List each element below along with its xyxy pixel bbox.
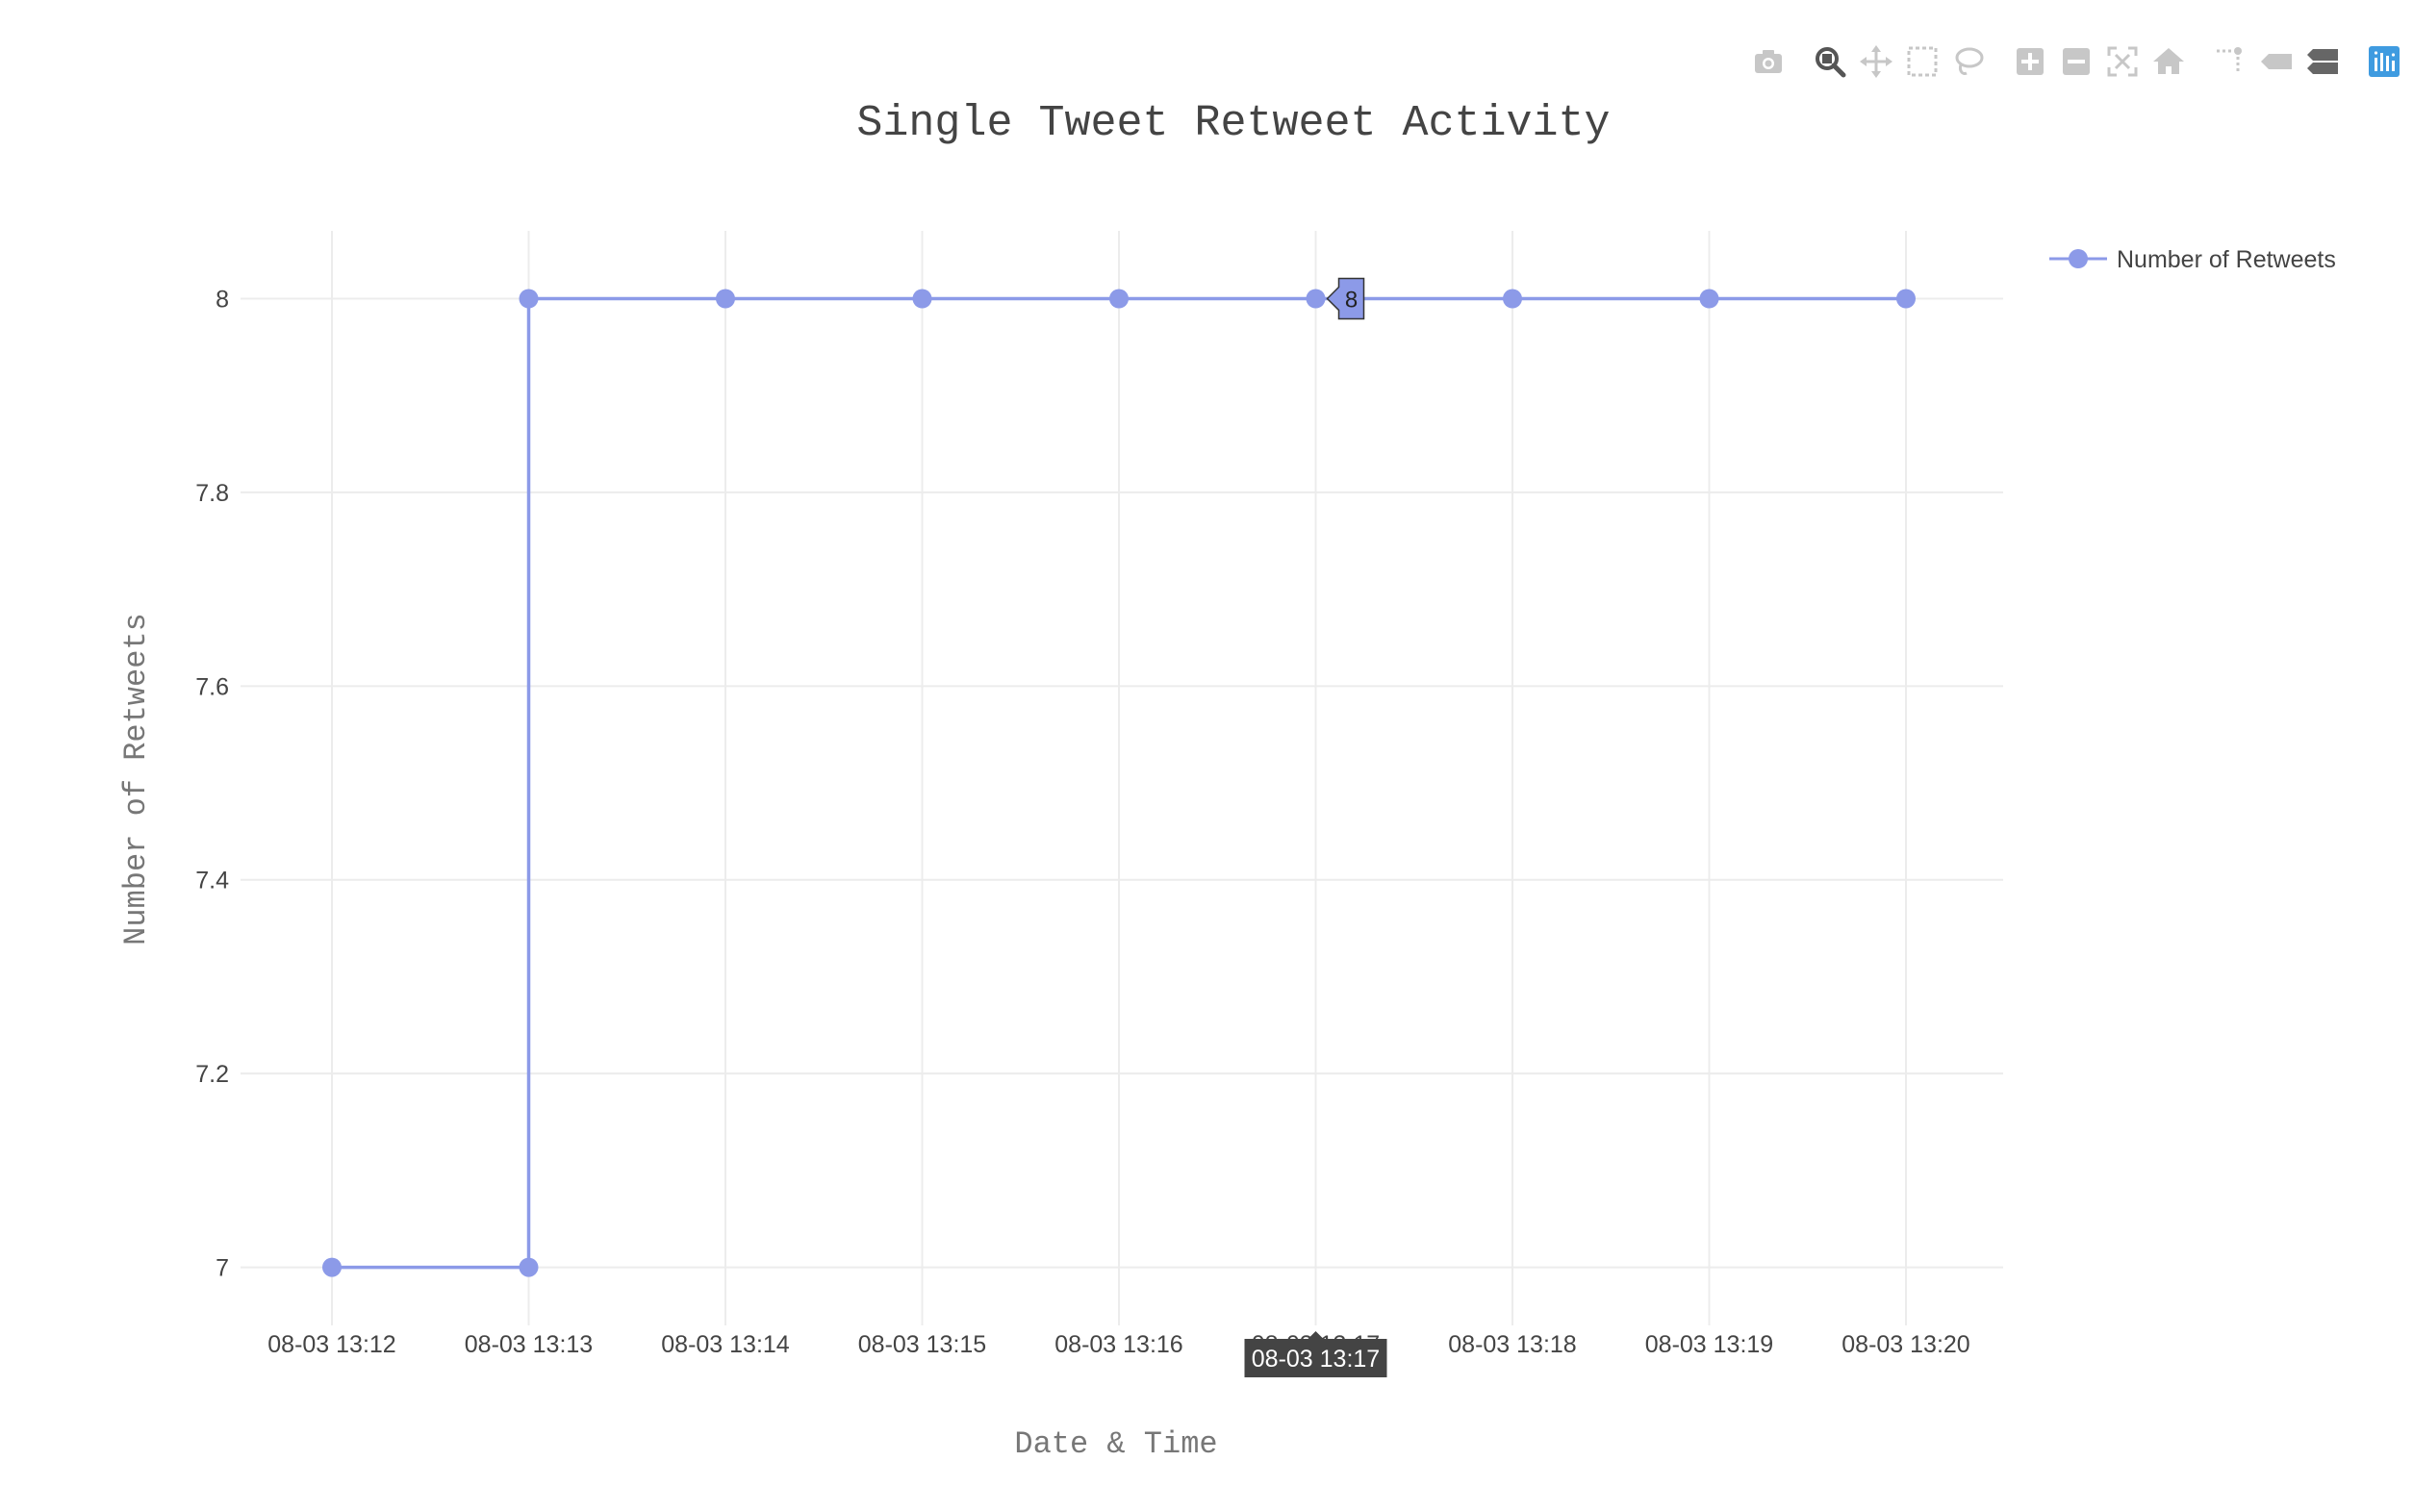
data-point[interactable] (519, 289, 539, 309)
plotly-logo-icon[interactable] (2365, 42, 2403, 81)
hover-y-text: 8 (1345, 287, 1358, 313)
legend[interactable]: Number of Retweets (2049, 246, 2336, 273)
y-tick-label: 7.2 (195, 1061, 229, 1088)
x-tick-label: 08-03 13:14 (661, 1331, 790, 1358)
x-tick-label: 08-03 13:19 (1645, 1331, 1773, 1358)
y-tick-label: 7.6 (195, 673, 229, 700)
series-line (332, 296, 1906, 1270)
y-tick-label: 8 (216, 286, 229, 313)
data-point[interactable] (912, 289, 932, 309)
y-tick-label: 7.8 (195, 480, 229, 507)
hover-x-box (1244, 1331, 1387, 1377)
zoom-icon[interactable] (1811, 42, 1849, 81)
hover-x-tooltip: 08-03 13:17 (1244, 1331, 1387, 1377)
home-icon[interactable] (2149, 42, 2188, 81)
grid-layer (241, 231, 2003, 1325)
y-tick-label: 7 (216, 1255, 229, 1282)
modebar (1749, 42, 2403, 81)
hover-y-box (1326, 277, 1365, 320)
data-point[interactable] (716, 289, 735, 309)
box-select-icon[interactable] (1903, 42, 1942, 81)
lasso-icon[interactable] (1949, 42, 1988, 81)
x-tick-label: 08-03 13:18 (1448, 1331, 1576, 1358)
hover-closest-icon[interactable] (2257, 42, 2296, 81)
x-tick-label: 08-03 13:15 (858, 1331, 986, 1358)
data-point[interactable] (1699, 289, 1719, 309)
y-tick-labels: 7 7.2 7.4 7.6 7.8 8 (195, 286, 229, 1281)
y-tick-label: 7.4 (195, 868, 229, 895)
spike-lines-icon[interactable] (2211, 42, 2249, 81)
hover-layer: 8 08-03 13:17 (1244, 277, 1387, 1377)
x-tick-labels: 08-03 13:12 08-03 13:13 08-03 13:14 08-03 1… (267, 1331, 1969, 1358)
data-point[interactable] (1109, 289, 1129, 309)
zoom-out-icon[interactable] (2057, 42, 2096, 81)
chart-title: Single Tweet Retweet Activity (856, 99, 1610, 148)
x-axis-title: Date & Time (1014, 1426, 1217, 1462)
legend-marker-swatch (2069, 249, 2088, 268)
zoom-in-icon[interactable] (2011, 42, 2049, 81)
x-tick-label: 08-03 13:16 (1054, 1331, 1182, 1358)
hover-x-text: 08-03 13:17 (1252, 1346, 1380, 1373)
autoscale-icon[interactable] (2103, 42, 2142, 81)
legend-label: Number of Retweets (2117, 246, 2336, 273)
data-point[interactable] (1503, 289, 1522, 309)
x-tick-label: 08-03 13:13 (465, 1331, 593, 1358)
line-layer (332, 296, 1906, 1270)
hover-y-tooltip: 8 (1326, 277, 1365, 320)
hover-compare-icon[interactable] (2303, 42, 2342, 81)
x-tick-label: 08-03 13:12 (267, 1331, 395, 1358)
data-point[interactable] (519, 1257, 539, 1277)
camera-icon[interactable] (1749, 42, 1788, 81)
data-point[interactable] (322, 1257, 342, 1277)
data-point[interactable] (1896, 289, 1916, 309)
point-layer (322, 289, 1916, 1277)
x-tick-label: 08-03 13:20 (1842, 1331, 1969, 1358)
pan-icon[interactable] (1857, 42, 1895, 81)
data-point[interactable] (1306, 289, 1326, 309)
y-axis-title: Number of Retweets (118, 613, 154, 945)
